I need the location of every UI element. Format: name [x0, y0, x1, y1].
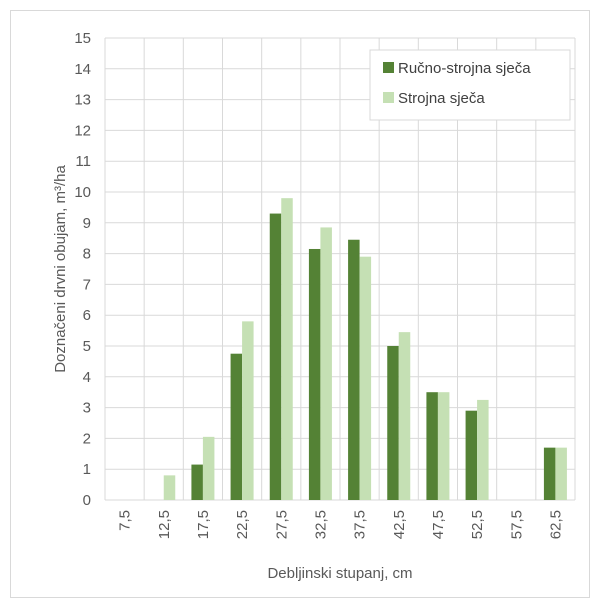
bar — [308, 248, 321, 500]
y-tick-label: 9 — [83, 215, 91, 232]
y-axis-title: Doznačeni drvni obujam, m³/ha — [52, 165, 69, 373]
y-tick-label: 12 — [74, 122, 91, 139]
x-tick-label: 27,5 — [273, 510, 290, 539]
legend-swatch — [383, 62, 394, 73]
y-tick-label: 14 — [74, 61, 91, 78]
y-tick-label: 8 — [83, 246, 91, 263]
x-tick-label: 62,5 — [547, 510, 564, 539]
y-tick-label: 4 — [83, 369, 91, 386]
x-tick-label: 22,5 — [234, 510, 251, 539]
legend-label: Strojna sječa — [398, 90, 485, 107]
y-tick-label: 0 — [83, 492, 91, 509]
bar — [543, 447, 556, 500]
bar — [269, 213, 282, 500]
x-tick-label: 12,5 — [156, 510, 173, 539]
legend-box — [369, 49, 571, 121]
x-tick-label: 37,5 — [352, 510, 369, 539]
x-tick-label: 57,5 — [508, 510, 525, 539]
bar — [359, 256, 372, 500]
x-tick-label: 32,5 — [312, 510, 329, 539]
bar — [477, 399, 489, 500]
bar — [281, 198, 293, 500]
y-tick-label: 15 — [74, 30, 91, 47]
bar — [437, 392, 450, 500]
bar — [202, 436, 215, 500]
y-tick-label: 3 — [83, 400, 91, 417]
bars — [163, 198, 567, 501]
y-tick-label: 2 — [83, 430, 91, 447]
legend-label: Ručno-strojna sječa — [398, 60, 531, 77]
x-tick-label: 17,5 — [195, 510, 212, 539]
x-axis-tick-labels: 7,5 12,5 17,5 22,5 27,5 32,5 37,5 42,5 47,5 52,5 5… — [117, 510, 565, 539]
bar — [465, 410, 478, 500]
x-tick-label: 42,5 — [391, 510, 408, 539]
legend-swatch — [383, 92, 394, 103]
y-tick-label: 10 — [74, 184, 91, 201]
x-tick-label: 7,5 — [117, 510, 134, 531]
x-tick-label: 47,5 — [430, 510, 447, 539]
bar — [230, 353, 243, 500]
bar — [242, 321, 254, 500]
y-tick-label: 7 — [83, 276, 91, 293]
x-axis-title: Debljinski stupanj, cm — [267, 565, 412, 582]
bar — [555, 447, 567, 500]
bar — [163, 475, 176, 500]
x-tick-label: 52,5 — [469, 510, 486, 539]
y-tick-label: 13 — [74, 92, 91, 109]
bar — [348, 239, 360, 501]
y-tick-label: 1 — [83, 461, 91, 478]
y-tick-label: 5 — [83, 338, 91, 355]
bar — [320, 227, 332, 501]
bar — [191, 464, 203, 500]
bar — [426, 392, 438, 500]
y-tick-label: 11 — [75, 153, 91, 170]
bar — [398, 332, 411, 500]
gridlines — [104, 37, 576, 501]
y-tick-label: 6 — [83, 307, 91, 324]
legend: Ručno-strojna sječa Strojna sječa — [369, 49, 571, 121]
bar — [387, 346, 399, 500]
